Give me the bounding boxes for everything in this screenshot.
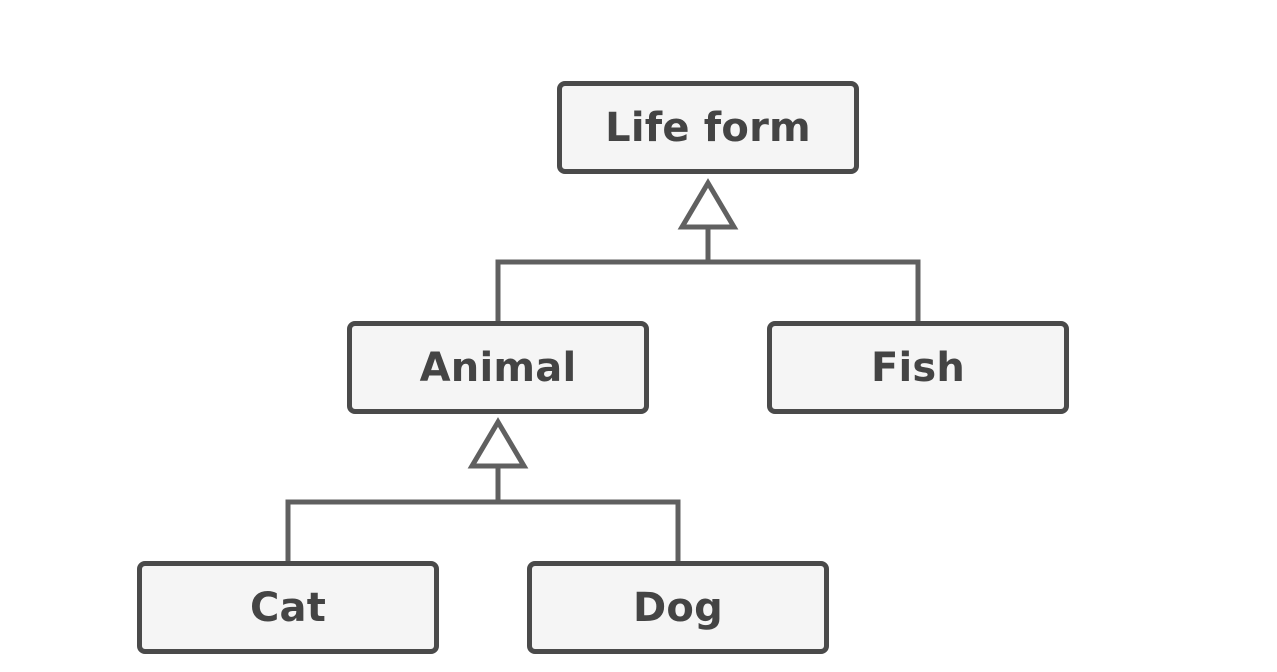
- connector-cat-dog-to-animal: [285, 466, 681, 561]
- node-life-form: Life form: [557, 81, 859, 174]
- node-fish: Fish: [767, 321, 1069, 414]
- node-animal: Animal: [347, 321, 649, 414]
- inheritance-arrow-life-form: [677, 178, 739, 230]
- inheritance-arrow-animal: [467, 417, 529, 469]
- connector-animal-fish-to-life-form: [495, 227, 921, 321]
- node-cat: Cat: [137, 561, 439, 654]
- node-dog: Dog: [527, 561, 829, 654]
